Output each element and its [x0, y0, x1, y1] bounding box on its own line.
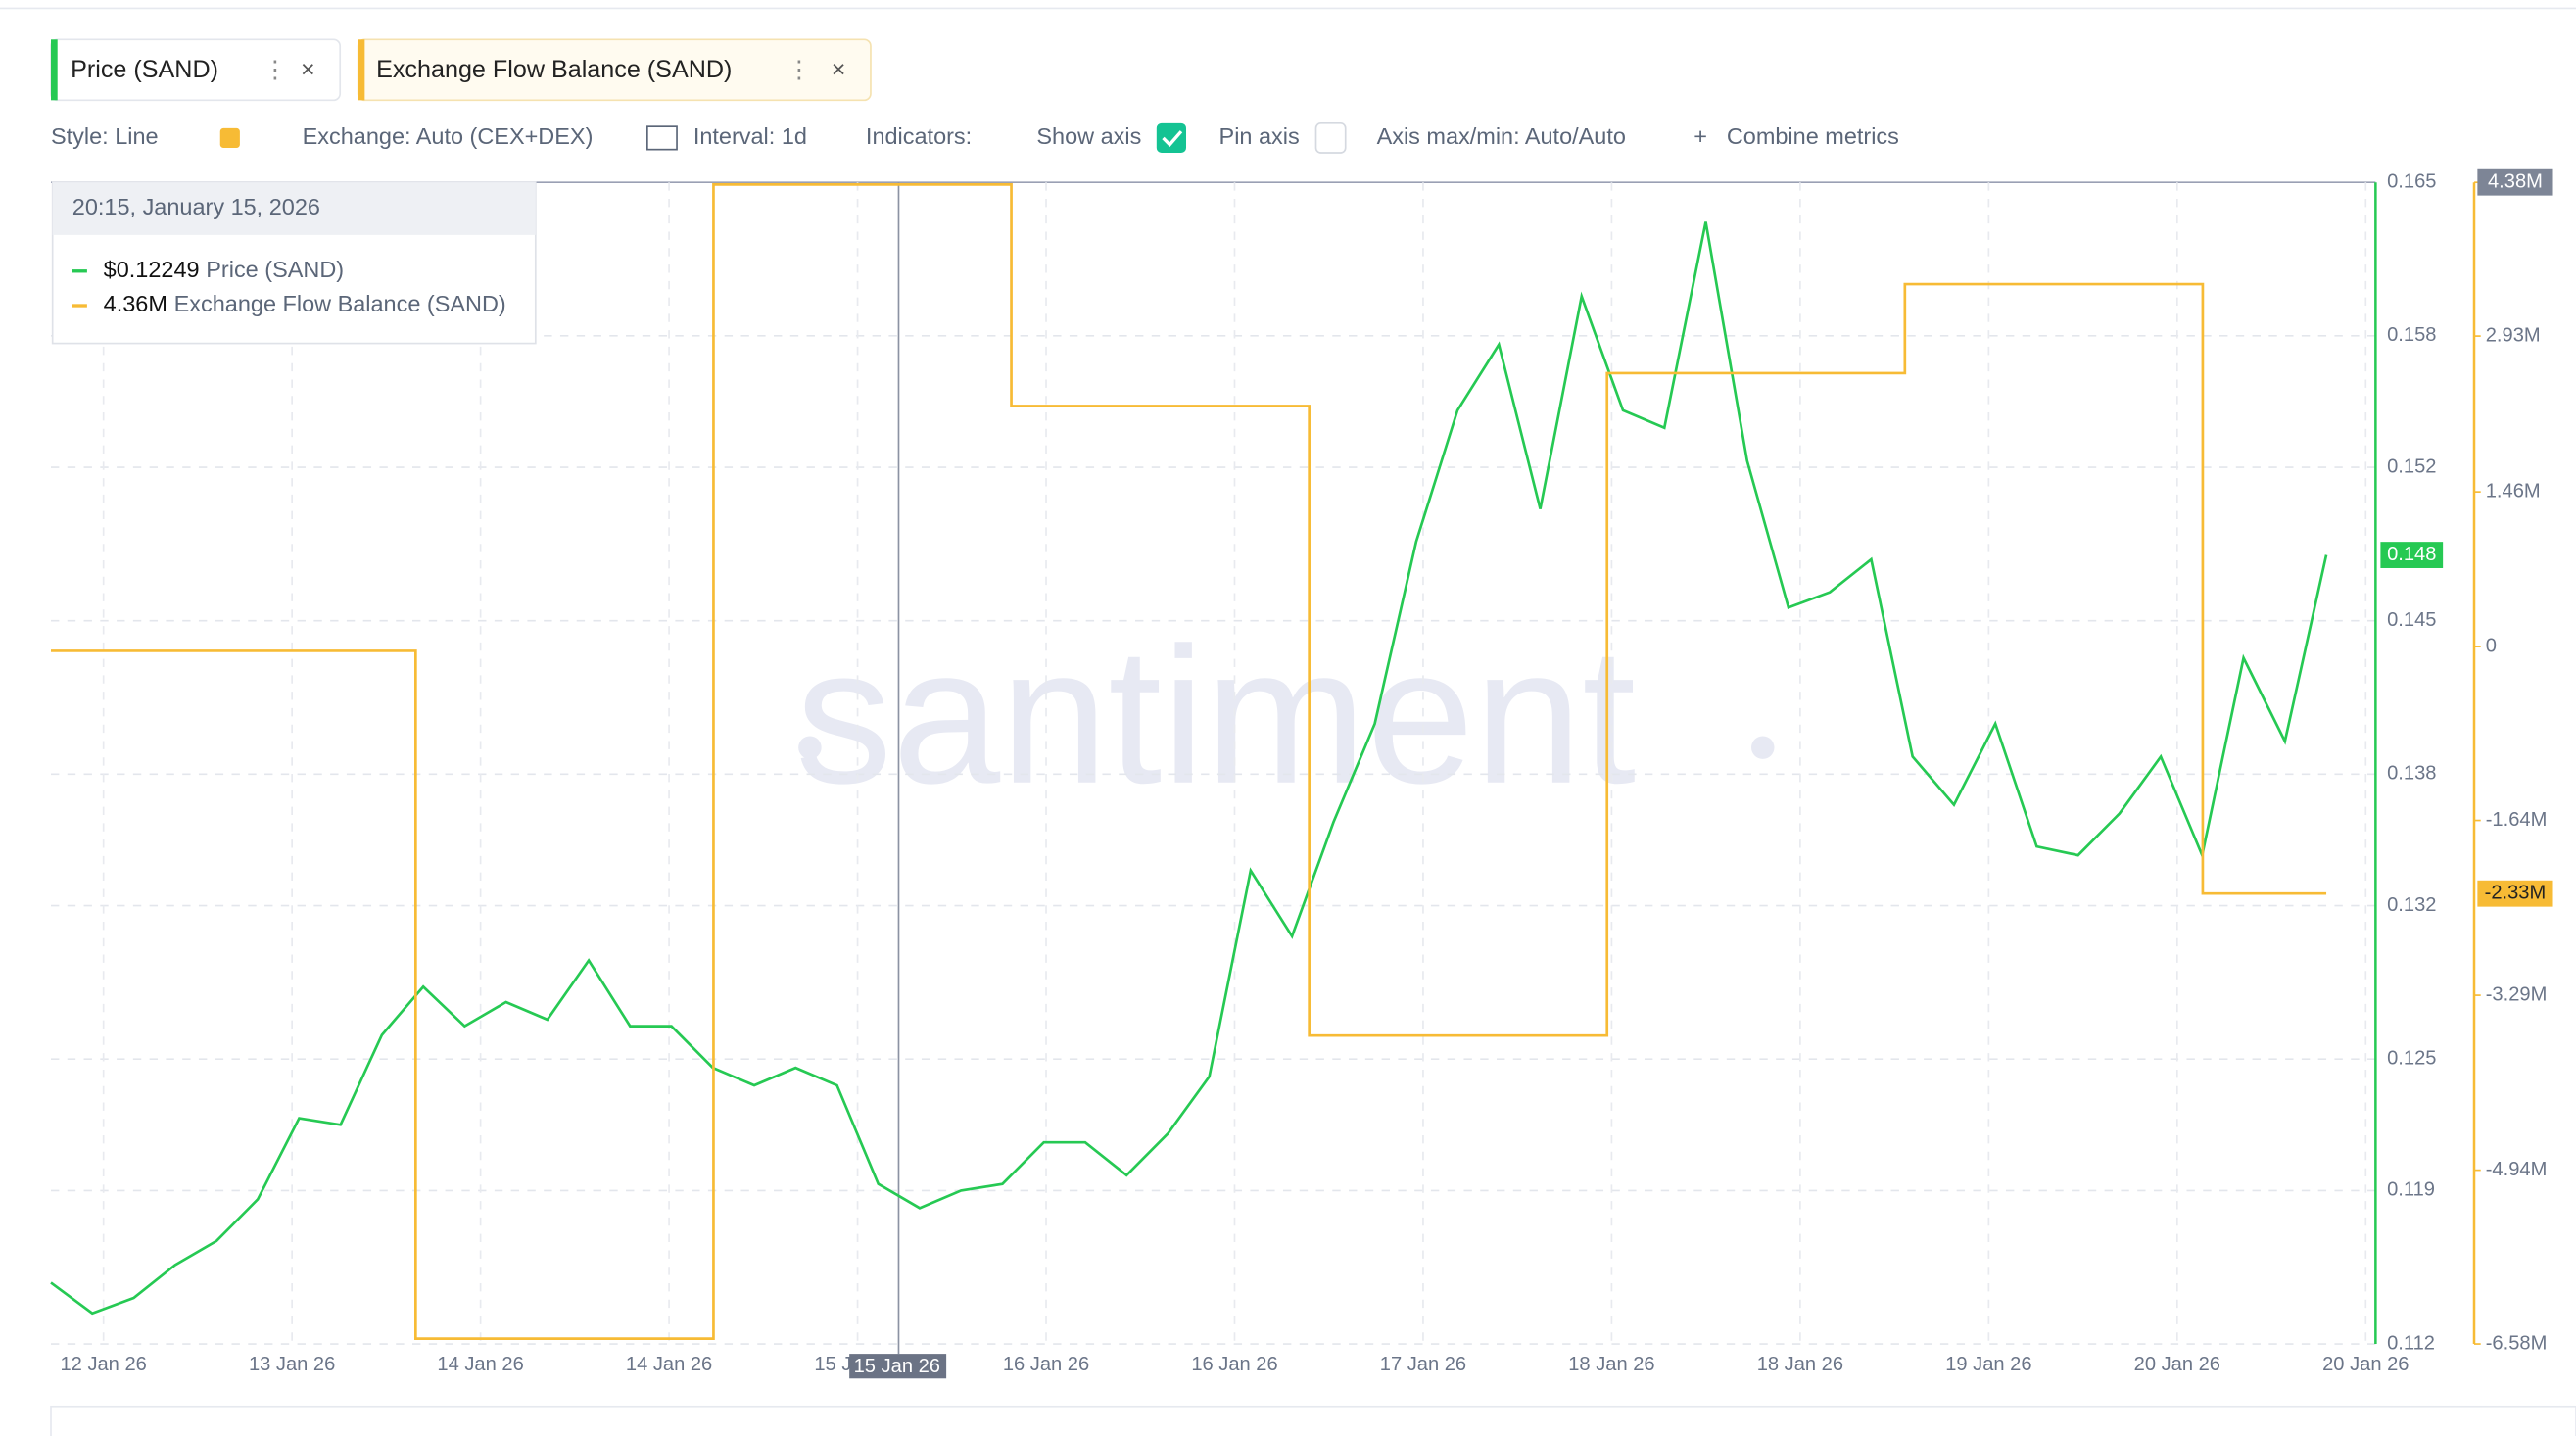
last-value-label: -2.33M	[2485, 883, 2547, 904]
tooltip-header	[52, 182, 536, 235]
combine-metrics[interactable]: Combine metrics	[1727, 123, 1899, 149]
x-tick-label: 16 Jan 26	[1003, 1354, 1089, 1375]
x-tick-label: 12 Jan 26	[60, 1354, 146, 1375]
tab-label: Price (SAND)	[71, 56, 218, 83]
x-tick-label: 13 Jan 26	[249, 1354, 335, 1375]
tooltip-time: 20:15, January 15, 2026	[72, 194, 320, 219]
tab-menu[interactable]: ⋮	[787, 56, 811, 83]
y-tick-label: 0.145	[2387, 609, 2436, 631]
x-tick-label: 14 Jan 26	[626, 1354, 712, 1375]
check	[1162, 130, 1183, 148]
y2-tick-label: 0	[2486, 635, 2497, 656]
pin-axis-checkbox[interactable]	[1314, 121, 1347, 154]
navigator[interactable]	[50, 1405, 2576, 1436]
style-select[interactable]: Style: Line	[51, 123, 159, 149]
last-value-box	[2477, 880, 2553, 907]
x-tick-label: 16 Jan 26	[1191, 1354, 1277, 1375]
x-tick-label: 19 Jan 26	[1945, 1354, 2031, 1375]
y2-tick-label: 2.93M	[2486, 324, 2541, 346]
tooltip-value: $0.12249	[104, 257, 200, 282]
interval-select[interactable]: Interval: 1d	[693, 123, 807, 149]
color-select[interactable]	[219, 127, 240, 148]
x-tick-label: 20 Jan 26	[2134, 1354, 2220, 1375]
pin-axis[interactable]: Pin axis	[1219, 123, 1300, 149]
show-axis-checkbox[interactable]	[1156, 122, 1187, 154]
y-tick-label: 0.152	[2387, 455, 2436, 477]
plus: +	[1693, 123, 1707, 149]
indicators-select[interactable]: Indicators:	[866, 123, 972, 149]
watermark-dot	[798, 736, 822, 759]
last-value-label: 0.148	[2387, 544, 2436, 565]
tab-label: Exchange Flow Balance (SAND)	[376, 56, 732, 83]
y-tick-label: 0.125	[2387, 1047, 2436, 1069]
y2-tick-label: -1.64M	[2486, 809, 2548, 831]
axis-max-label: 4.38M	[2488, 171, 2543, 193]
tab-close[interactable]: ×	[301, 56, 315, 83]
flow-line	[50, 183, 2327, 1340]
x-tick-label: 18 Jan 26	[1568, 1354, 1654, 1375]
tooltip-value: 4.36M	[104, 291, 167, 316]
y2-tick-label: -6.58M	[2486, 1332, 2548, 1354]
watermark-dot	[1750, 736, 1775, 759]
axis-max-box	[2477, 168, 2553, 196]
x-tick-label: 18 Jan 26	[1757, 1354, 1843, 1375]
y-tick-label: 0.165	[2387, 171, 2436, 193]
watermark: santiment	[795, 607, 1636, 824]
last-value-box	[2380, 542, 2444, 568]
tab-color	[50, 39, 58, 101]
show-axis[interactable]: Show axis	[1036, 123, 1141, 149]
x-tick-label: 17 Jan 26	[1380, 1354, 1466, 1375]
y2-tick-label: -4.94M	[2486, 1159, 2548, 1180]
y2-tick-label: -3.29M	[2486, 983, 2548, 1005]
x-tick-label: 14 Jan 26	[437, 1354, 523, 1375]
tooltip-row: $0.12249 Price (SAND)	[104, 257, 344, 282]
tooltip-name: Price (SAND)	[206, 257, 344, 282]
y-tick-label: 0.119	[2387, 1179, 2435, 1201]
price-line	[50, 221, 2328, 1316]
axis-range-select[interactable]: Axis max/min: Auto/Auto	[1377, 123, 1626, 149]
y-tick-label: 0.138	[2387, 763, 2436, 785]
interval-icon	[646, 125, 678, 151]
tab-color	[358, 39, 365, 101]
tooltip-row: 4.36M Exchange Flow Balance (SAND)	[104, 291, 506, 316]
x-tick-label: 20 Jan 26	[2322, 1354, 2409, 1375]
y-tick-label: 0.132	[2387, 894, 2436, 916]
tab-close[interactable]: ×	[832, 56, 846, 83]
y-tick-label: 0.158	[2387, 324, 2436, 346]
tab-menu[interactable]: ⋮	[262, 56, 287, 83]
crosshair-label: 15 Jan 26	[854, 1356, 940, 1377]
exchange-select[interactable]: Exchange: Auto (CEX+DEX)	[303, 123, 594, 149]
tooltip-name: Exchange Flow Balance (SAND)	[174, 291, 506, 316]
y2-tick-label: 1.46M	[2486, 480, 2541, 502]
crosshair-label-bg	[849, 1354, 947, 1379]
y-tick-label: 0.112	[2387, 1332, 2435, 1354]
